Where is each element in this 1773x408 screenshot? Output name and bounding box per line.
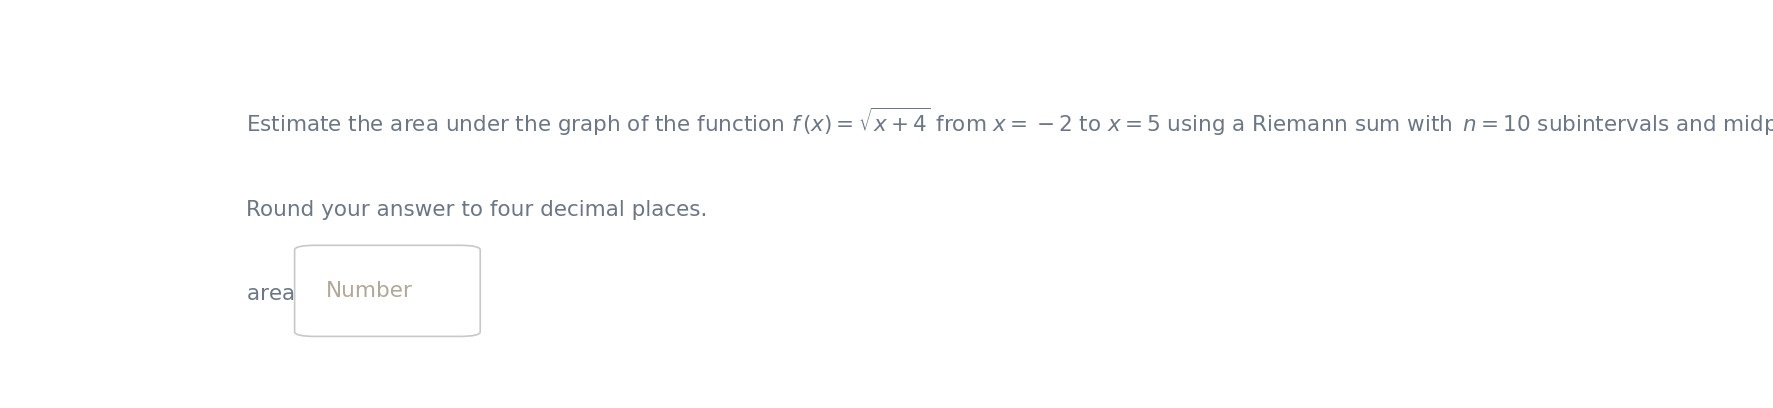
Text: area $=$: area $=$ [246, 284, 323, 304]
Text: Number: Number [326, 281, 413, 301]
Text: Round your answer to four decimal places.: Round your answer to four decimal places… [246, 200, 707, 220]
Text: Estimate the area under the graph of the function $f\,(x) = \sqrt{x+4}$ from $x : Estimate the area under the graph of the… [246, 106, 1773, 138]
FancyBboxPatch shape [294, 245, 480, 337]
